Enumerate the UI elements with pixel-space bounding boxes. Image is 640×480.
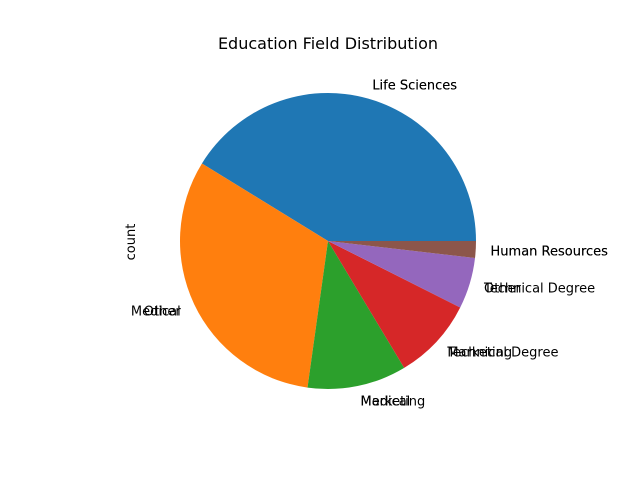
slice-label-4-1: Other (484, 282, 522, 297)
pie-slice-medical (180, 163, 328, 388)
pie-slice-human-resources (328, 241, 476, 259)
slice-label-1-1: Other (144, 304, 182, 319)
slice-label-3-1: Marketing (447, 346, 512, 361)
slice-label-0-1: Life Sciences (372, 78, 457, 93)
pie-slices (180, 92, 477, 389)
y-axis-label: count (124, 224, 139, 261)
slice-label-5-1: Human Resources (491, 244, 609, 259)
slice-label-1-0: Medical (131, 304, 181, 319)
chart-title: Education Field Distribution (218, 34, 438, 53)
slice-label-0-0: Life Sciences (372, 78, 457, 93)
slice-label-4-0: Technical Degree (483, 282, 595, 297)
pie-slice-other (328, 241, 476, 308)
slice-label-2-0: Medical (360, 395, 410, 410)
pie-slice-technical-degree (328, 241, 461, 368)
slice-label-3-0: Technical Degree (446, 346, 558, 361)
pie-slice-life-sciences (201, 92, 477, 241)
slice-label-5-0: Human Resources (491, 244, 609, 259)
slice-label-2-1: Marketing (360, 395, 425, 410)
pie-slice-marketing (307, 241, 405, 389)
